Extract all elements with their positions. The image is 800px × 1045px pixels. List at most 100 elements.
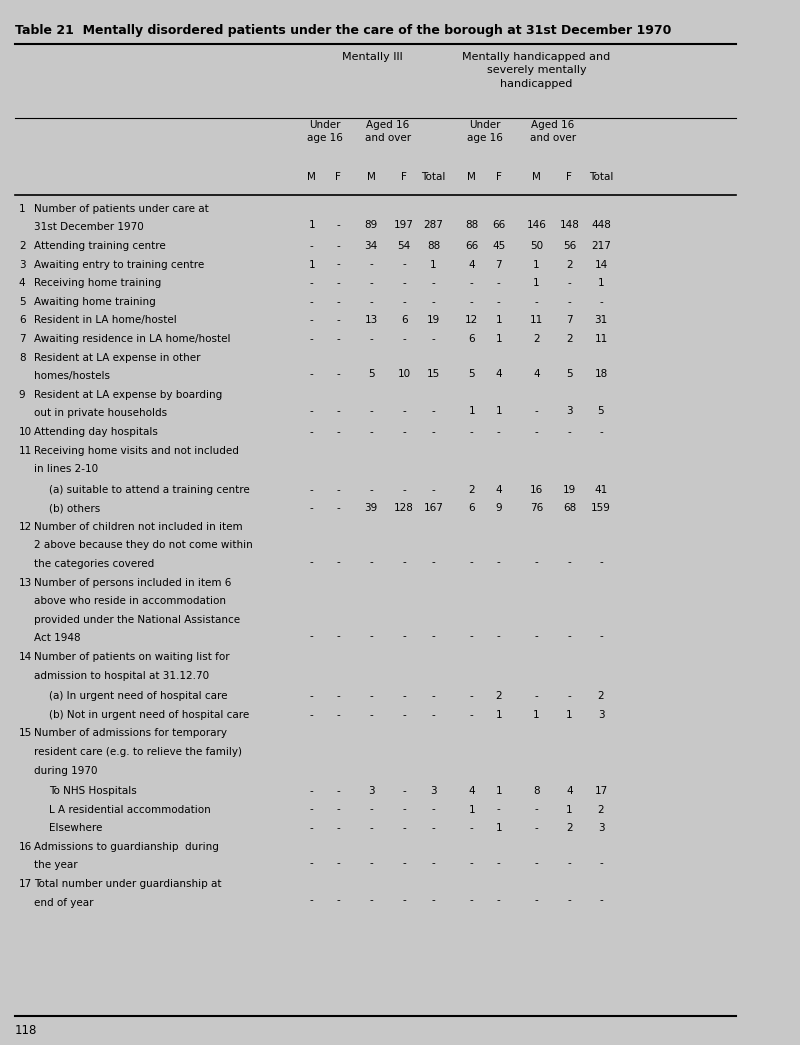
Text: 66: 66 bbox=[492, 220, 506, 230]
Text: -: - bbox=[310, 297, 314, 307]
Text: -: - bbox=[336, 805, 340, 815]
Text: -: - bbox=[567, 557, 571, 567]
Text: Resident at LA expense in other: Resident at LA expense in other bbox=[34, 352, 200, 363]
Text: 15: 15 bbox=[18, 728, 32, 739]
Text: Under
age 16: Under age 16 bbox=[307, 120, 343, 142]
Text: F: F bbox=[566, 172, 572, 183]
Text: Total: Total bbox=[422, 172, 446, 183]
Text: -: - bbox=[431, 427, 435, 437]
Text: Elsewhere: Elsewhere bbox=[49, 823, 102, 833]
Text: 19: 19 bbox=[563, 485, 576, 494]
Text: F: F bbox=[402, 172, 407, 183]
Text: 11: 11 bbox=[594, 334, 608, 344]
Text: Resident at LA expense by boarding: Resident at LA expense by boarding bbox=[34, 390, 222, 400]
Text: 50: 50 bbox=[530, 241, 543, 251]
Text: 1: 1 bbox=[309, 259, 315, 270]
Text: -: - bbox=[336, 858, 340, 868]
Text: 13: 13 bbox=[18, 578, 32, 587]
Text: 4: 4 bbox=[533, 369, 540, 379]
Text: during 1970: during 1970 bbox=[34, 766, 98, 775]
Text: the year: the year bbox=[34, 860, 78, 870]
Text: Awaiting entry to training centre: Awaiting entry to training centre bbox=[34, 259, 204, 270]
Text: Number of patients on waiting list for: Number of patients on waiting list for bbox=[34, 652, 230, 663]
Text: -: - bbox=[470, 710, 474, 720]
Text: 16: 16 bbox=[530, 485, 543, 494]
Text: -: - bbox=[370, 485, 373, 494]
Text: 4: 4 bbox=[495, 485, 502, 494]
Text: -: - bbox=[599, 297, 603, 307]
Text: Number of patients under care at: Number of patients under care at bbox=[34, 204, 209, 214]
Text: 1: 1 bbox=[566, 710, 573, 720]
Text: -: - bbox=[336, 297, 340, 307]
Text: Number of persons included in item 6: Number of persons included in item 6 bbox=[34, 578, 231, 587]
Text: -: - bbox=[431, 485, 435, 494]
Text: 54: 54 bbox=[398, 241, 410, 251]
Text: 128: 128 bbox=[394, 504, 414, 513]
Text: -: - bbox=[497, 896, 501, 906]
Text: 17: 17 bbox=[594, 786, 608, 796]
Text: -: - bbox=[402, 334, 406, 344]
Text: 5: 5 bbox=[368, 369, 374, 379]
Text: To NHS Hospitals: To NHS Hospitals bbox=[49, 786, 137, 796]
Text: 14: 14 bbox=[594, 259, 608, 270]
Text: Mentally handicapped and
severely mentally
handicapped: Mentally handicapped and severely mental… bbox=[462, 52, 610, 89]
Text: -: - bbox=[336, 427, 340, 437]
Text: -: - bbox=[336, 691, 340, 701]
Text: 11: 11 bbox=[530, 316, 543, 325]
Text: -: - bbox=[370, 297, 373, 307]
Text: -: - bbox=[336, 631, 340, 642]
Text: -: - bbox=[431, 334, 435, 344]
Text: -: - bbox=[431, 631, 435, 642]
Text: -: - bbox=[470, 691, 474, 701]
Text: 2: 2 bbox=[18, 241, 26, 251]
Text: 16: 16 bbox=[18, 842, 32, 852]
Text: -: - bbox=[370, 427, 373, 437]
Text: 2: 2 bbox=[598, 805, 604, 815]
Text: -: - bbox=[470, 557, 474, 567]
Text: -: - bbox=[370, 691, 373, 701]
Text: -: - bbox=[431, 691, 435, 701]
Text: 1: 1 bbox=[430, 259, 437, 270]
Text: -: - bbox=[567, 631, 571, 642]
Text: -: - bbox=[534, 823, 538, 833]
Text: 1: 1 bbox=[495, 823, 502, 833]
Text: -: - bbox=[310, 823, 314, 833]
Text: Number of children not included in item: Number of children not included in item bbox=[34, 521, 242, 532]
Text: -: - bbox=[431, 297, 435, 307]
Text: Aged 16
and over: Aged 16 and over bbox=[530, 120, 576, 142]
Text: -: - bbox=[402, 427, 406, 437]
Text: -: - bbox=[402, 259, 406, 270]
Text: -: - bbox=[534, 858, 538, 868]
Text: Total: Total bbox=[589, 172, 613, 183]
Text: 6: 6 bbox=[401, 316, 407, 325]
Text: 18: 18 bbox=[594, 369, 608, 379]
Text: -: - bbox=[567, 896, 571, 906]
Text: -: - bbox=[310, 786, 314, 796]
Text: 118: 118 bbox=[15, 1024, 38, 1037]
Text: -: - bbox=[431, 858, 435, 868]
Text: -: - bbox=[534, 297, 538, 307]
Text: -: - bbox=[310, 504, 314, 513]
Text: 146: 146 bbox=[526, 220, 546, 230]
Text: (b) others: (b) others bbox=[49, 504, 100, 513]
Text: 12: 12 bbox=[18, 521, 32, 532]
Text: above who reside in accommodation: above who reside in accommodation bbox=[34, 597, 226, 606]
Text: 1: 1 bbox=[533, 278, 540, 288]
Text: -: - bbox=[370, 710, 373, 720]
Text: -: - bbox=[497, 631, 501, 642]
Text: -: - bbox=[470, 297, 474, 307]
Text: 8: 8 bbox=[18, 352, 26, 363]
Text: -: - bbox=[336, 557, 340, 567]
Text: -: - bbox=[310, 407, 314, 416]
Text: 11: 11 bbox=[18, 445, 32, 456]
Text: -: - bbox=[310, 334, 314, 344]
Text: -: - bbox=[336, 316, 340, 325]
Text: -: - bbox=[534, 631, 538, 642]
Text: -: - bbox=[310, 557, 314, 567]
Text: 7: 7 bbox=[18, 334, 26, 344]
Text: -: - bbox=[310, 485, 314, 494]
Text: -: - bbox=[470, 631, 474, 642]
Text: 1: 1 bbox=[566, 805, 573, 815]
Text: -: - bbox=[402, 805, 406, 815]
Text: -: - bbox=[497, 427, 501, 437]
